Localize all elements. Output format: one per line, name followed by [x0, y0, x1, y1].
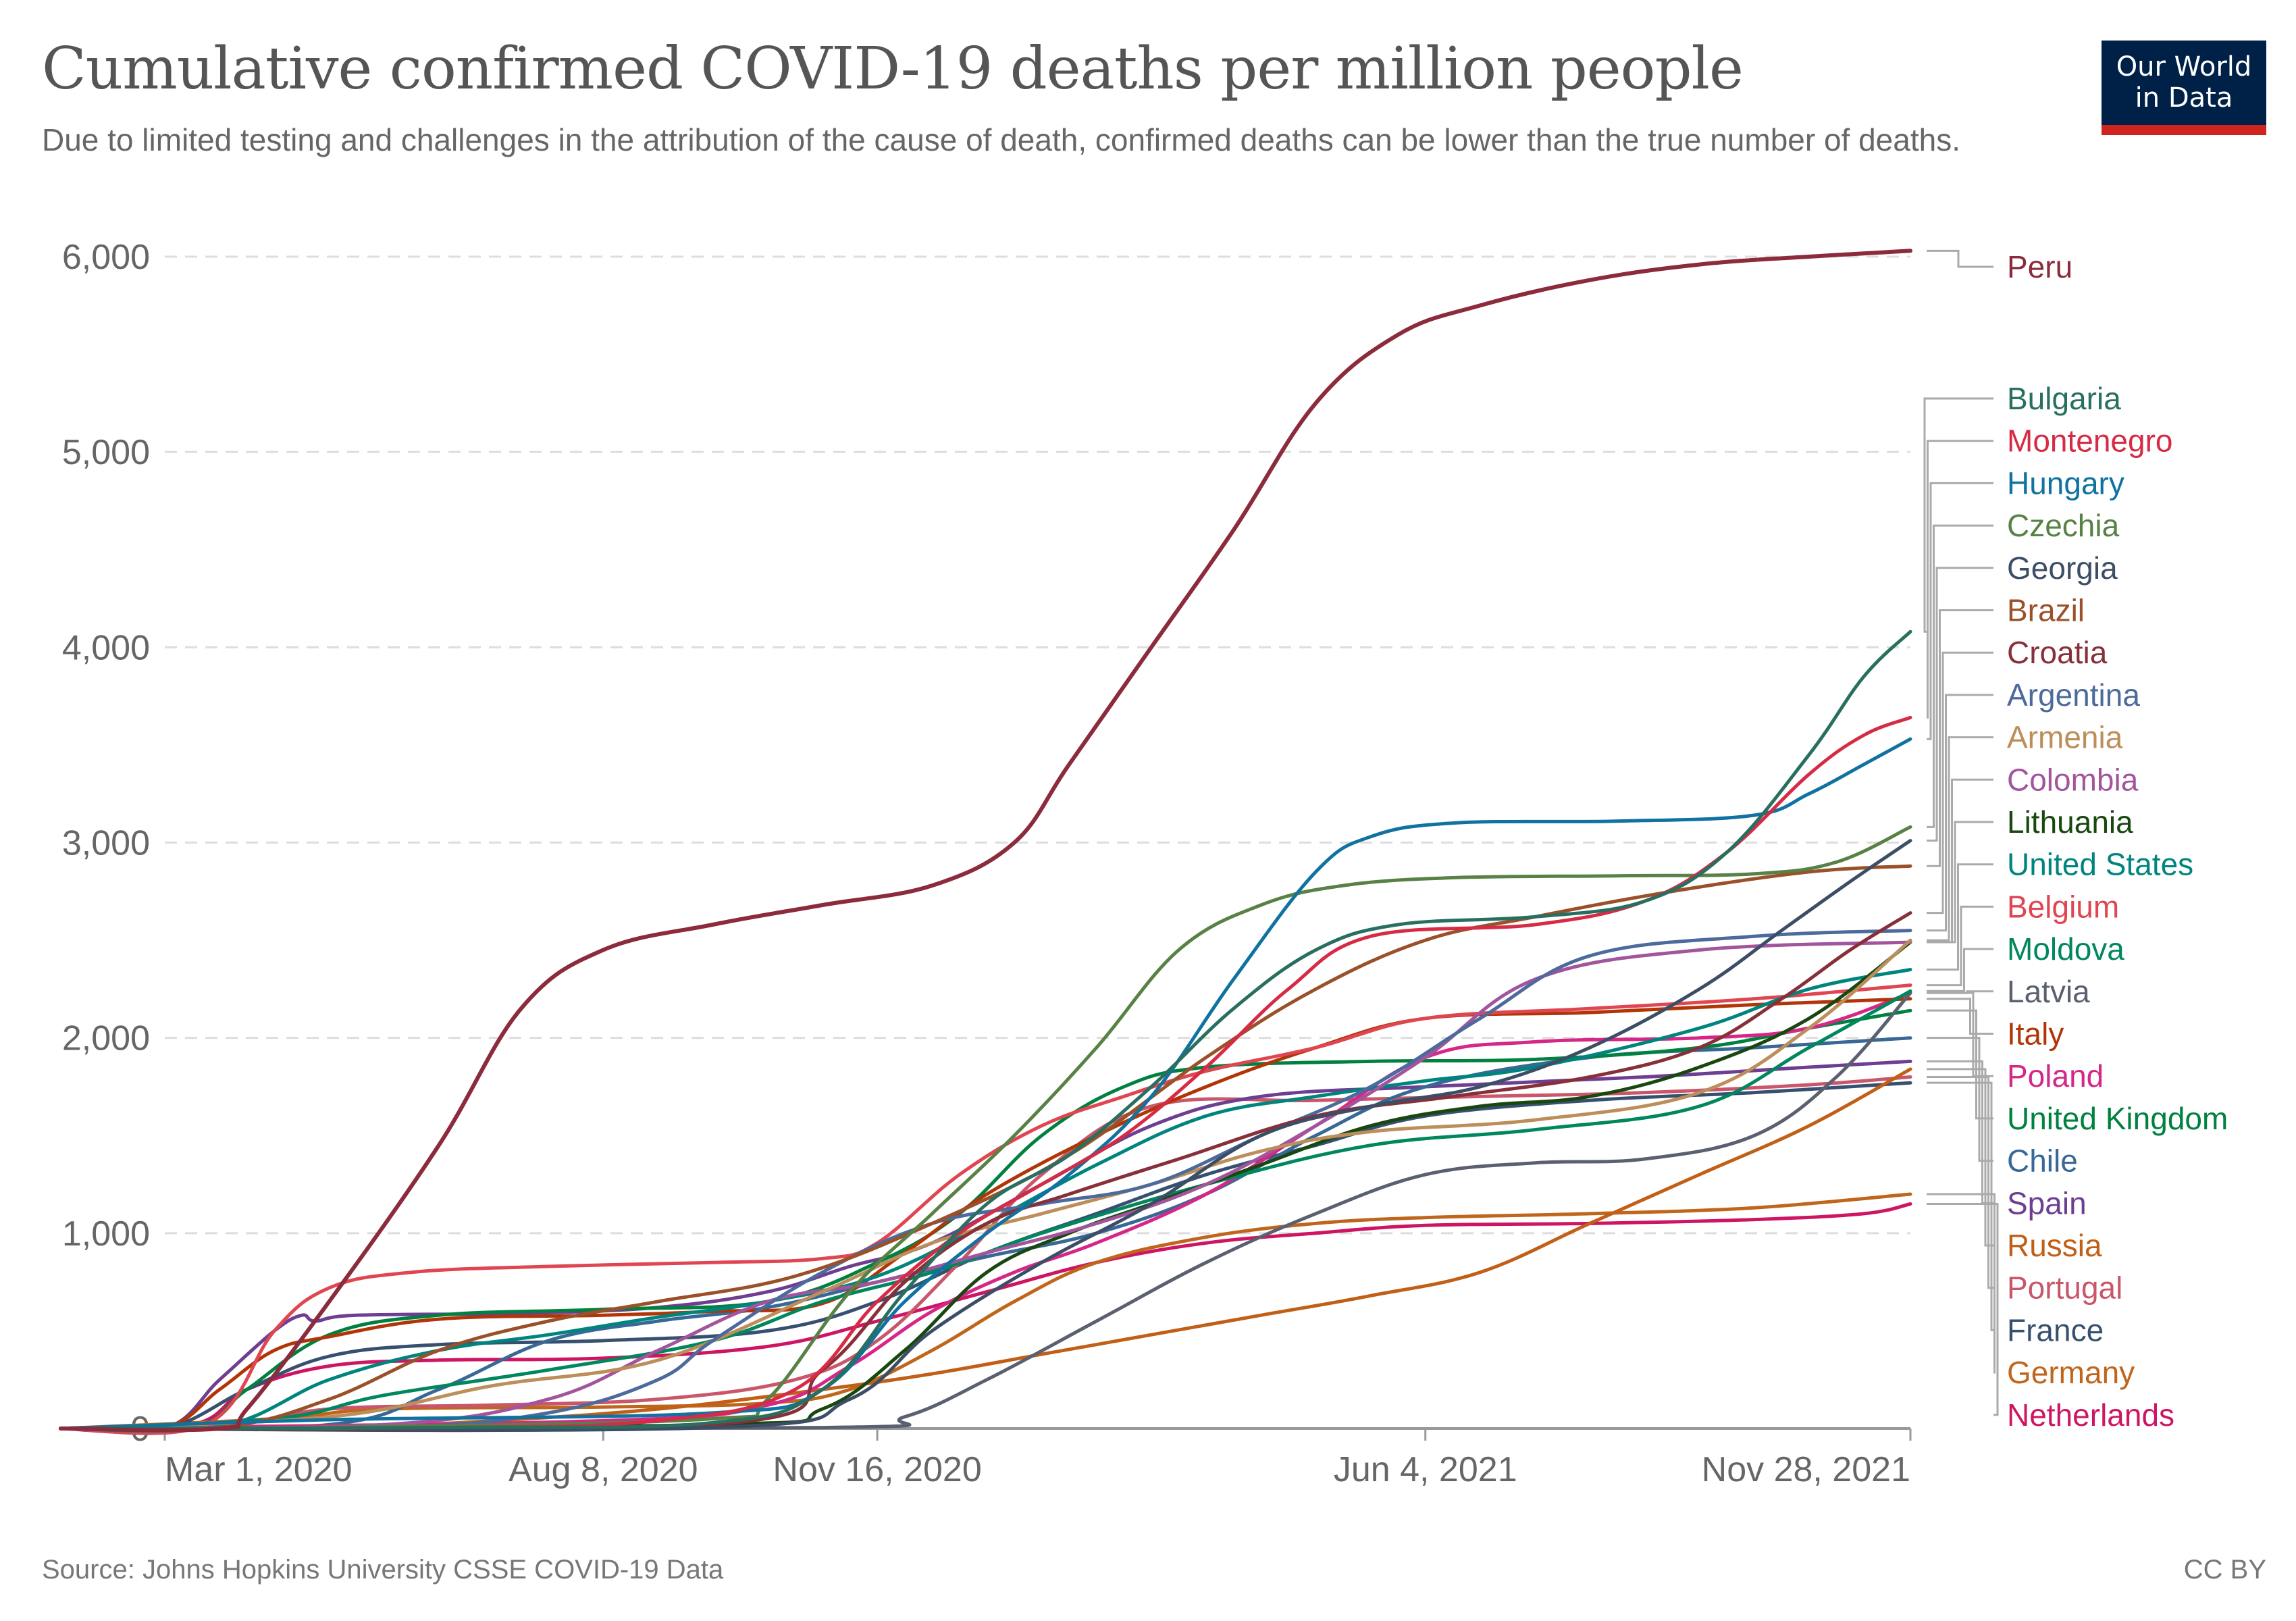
series-lines: [58, 249, 1912, 1435]
series-line-spain: [59, 1059, 1912, 1435]
legend-connector-peru: [1927, 249, 1993, 268]
series-line-brazil: [59, 864, 1912, 1432]
legend-connector-bulgaria: [1923, 397, 1993, 633]
legend-label-latvia: Latvia: [2007, 974, 2090, 1009]
series-line-united-kingdom: [59, 1008, 1912, 1433]
legend-connector-germany: [1927, 1193, 1995, 1374]
x-tick-label: Jun 4, 2021: [1334, 1450, 1517, 1489]
legend-label-bulgaria: Bulgaria: [2007, 381, 2121, 416]
series-line-russia: [59, 1067, 1912, 1431]
y-tick-label: 6,000: [62, 238, 150, 277]
legend-connector-belgium: [1927, 905, 1993, 987]
series-line-latvia: [59, 991, 1912, 1431]
series-line-czechia: [59, 825, 1912, 1431]
legend-connector-chile: [1927, 1037, 1993, 1162]
legend-connector-lithuania: [1927, 821, 1993, 944]
y-tick-label: 1,000: [62, 1214, 150, 1254]
series-line-netherlands: [59, 1202, 1912, 1431]
legend-label-chile: Chile: [2007, 1143, 2078, 1179]
legend-connector-france: [1927, 1081, 1993, 1331]
legend-connectors: [1923, 249, 1999, 1416]
legend-label-czechia: Czechia: [2007, 508, 2120, 543]
legend-connector-netherlands: [1927, 1202, 1999, 1416]
legend-label-lithuania: Lithuania: [2007, 804, 2133, 840]
series-line-montenegro: [59, 715, 1912, 1431]
legend-connector-georgia: [1927, 567, 1993, 842]
legend-label-hungary: Hungary: [2007, 465, 2124, 500]
legend-connector-russia: [1927, 1068, 1993, 1247]
series-line-peru: [58, 249, 1912, 1433]
series-line-germany: [59, 1192, 1912, 1431]
legend: Peru Bulgaria Montenegro Hungary Czechia Geor…: [2007, 249, 2228, 1433]
grid-lines: [165, 255, 1910, 1235]
legend-connector-united-states: [1927, 863, 1993, 971]
logo-line-2: in Data: [2135, 82, 2233, 113]
legend-label-united-kingdom: United Kingdom: [2007, 1101, 2228, 1136]
legend-connector-portugal: [1927, 1076, 1993, 1289]
legend-label-united-states: United States: [2007, 847, 2193, 882]
x-tick-label: Aug 8, 2020: [508, 1450, 698, 1489]
logo-line-1: Our World: [2116, 51, 2252, 82]
logo-red-bar: [2102, 125, 2266, 135]
y-tick-label: 3,000: [62, 824, 150, 863]
series-line-croatia: [59, 911, 1912, 1433]
legend-label-netherlands: Netherlands: [2007, 1397, 2174, 1433]
x-tick-label: Mar 1, 2020: [165, 1450, 353, 1489]
legend-connector-brazil: [1927, 609, 1993, 867]
legend-label-moldova: Moldova: [2007, 931, 2124, 967]
legend-label-armenia: Armenia: [2007, 720, 2123, 755]
legend-label-germany: Germany: [2007, 1355, 2135, 1390]
legend-label-georgia: Georgia: [2007, 550, 2118, 586]
y-tick-label: 4,000: [62, 628, 150, 667]
legend-connector-croatia: [1927, 651, 1993, 915]
legend-label-portugal: Portugal: [2007, 1270, 2122, 1306]
legend-connector-italy: [1927, 998, 1993, 1035]
legend-connector-united-kingdom: [1927, 1009, 1993, 1120]
series-line-armenia: [59, 938, 1912, 1431]
legend-connector-hungary: [1927, 482, 1993, 740]
legend-label-croatia: Croatia: [2007, 635, 2108, 670]
legend-label-russia: Russia: [2007, 1228, 2102, 1263]
legend-connector-armenia: [1927, 736, 1993, 942]
legend-label-brazil: Brazil: [2007, 593, 2085, 628]
legend-connector-moldova: [1927, 948, 1993, 992]
series-line-portugal: [59, 1075, 1912, 1431]
series-line-hungary: [59, 737, 1912, 1431]
x-axis: Mar 1, 2020 Aug 8, 2020 Nov 16, 2020 Jun 4,…: [163, 1427, 1912, 1489]
series-line-colombia: [59, 940, 1912, 1431]
legend-label-italy: Italy: [2007, 1017, 2064, 1052]
legend-connector-montenegro: [1927, 440, 1993, 719]
legend-label-peru: Peru: [2007, 249, 2072, 284]
legend-connector-czechia: [1927, 524, 1993, 828]
legend-label-belgium: Belgium: [2007, 889, 2119, 924]
y-tick-label: 2,000: [62, 1019, 150, 1058]
y-tick-label: 5,000: [62, 433, 150, 472]
series-line-georgia: [59, 839, 1912, 1432]
owid-logo[interactable]: Our World in Data: [2102, 41, 2266, 135]
series-line-bulgaria: [59, 629, 1912, 1431]
chart-subtitle: Due to limited testing and challenges in…: [42, 122, 1960, 157]
source-note: Source: Johns Hopkins University CSSE CO…: [42, 1555, 724, 1585]
legend-label-spain: Spain: [2007, 1185, 2087, 1220]
x-tick-label: Nov 28, 2021: [1702, 1450, 1910, 1489]
legend-label-colombia: Colombia: [2007, 762, 2139, 797]
legend-connector-argentina: [1927, 694, 1993, 932]
legend-label-argentina: Argentina: [2007, 677, 2140, 713]
chart-title: Cumulative confirmed COVID-19 deaths per…: [42, 35, 1744, 103]
license-link[interactable]: CC BY: [2183, 1555, 2266, 1585]
legend-label-france: France: [2007, 1312, 2104, 1347]
legend-label-poland: Poland: [2007, 1058, 2104, 1093]
legend-label-montenegro: Montenegro: [2007, 423, 2173, 459]
series-line-belgium: [59, 983, 1912, 1435]
x-tick-label: Nov 16, 2020: [773, 1450, 981, 1489]
